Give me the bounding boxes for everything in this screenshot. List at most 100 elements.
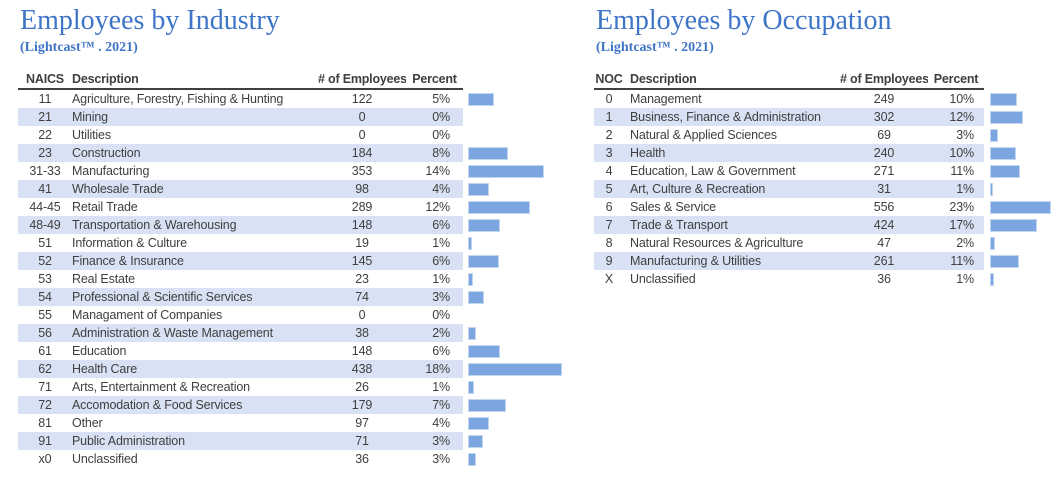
row-code: 51 (38, 236, 52, 250)
table-row: 91 Public Administration 71 3% (18, 432, 593, 450)
occupation-title: Employees by Occupation (596, 5, 892, 36)
table-row: 41 Wholesale Trade 98 4% (18, 180, 593, 198)
employees-bar (468, 164, 544, 178)
row-employees: 261 (840, 252, 928, 270)
occupation-panel: Employees by Occupation (Lightcast™ . 20… (594, 0, 1057, 288)
row-code: 44-45 (29, 200, 61, 214)
row-description: Utilities (72, 128, 111, 142)
employees-bar (468, 182, 489, 196)
employees-bar (990, 236, 996, 250)
row-description: Administration & Waste Management (72, 324, 318, 342)
row-bar-track (990, 126, 1057, 144)
row-bar-track (468, 306, 593, 324)
industry-table: NAICS Description # of Employees Percent… (18, 70, 593, 468)
row-employees: 71 (318, 432, 406, 450)
employees-bar (468, 290, 484, 304)
row-description: Agriculture, Forestry, Fishing & Hunting (72, 92, 284, 106)
employees-bar (468, 380, 474, 394)
table-row: 44-45 Retail Trade 289 12% (18, 198, 593, 216)
row-bar-track (468, 180, 593, 198)
employees-bar (990, 182, 994, 196)
row-code: 1 (594, 108, 624, 126)
row-code: 22 (38, 128, 52, 142)
row-code: 53 (38, 272, 52, 286)
row-percent: 14% (425, 164, 450, 178)
row-description: Art, Culture & Recreation (624, 180, 840, 198)
employees-bar (468, 344, 500, 358)
row-percent: 1% (928, 180, 984, 198)
row-description: Professional & Scientific Services (72, 288, 318, 306)
employees-bar (468, 272, 473, 286)
row-code: 71 (38, 380, 52, 394)
employees-bar (468, 92, 495, 106)
row-percent: 0% (432, 128, 450, 142)
row-employees: 98 (318, 180, 406, 198)
row-code: x0 (38, 452, 52, 466)
row-description: Finance & Insurance (72, 252, 318, 270)
row-bar-track (468, 396, 593, 414)
row-bar-track (468, 414, 593, 432)
row-employees: 74 (318, 288, 406, 306)
row-employees: 0 (358, 128, 366, 142)
row-bar-track (990, 90, 1057, 108)
employees-bar (468, 326, 477, 340)
row-description: Business, Finance & Administration (624, 108, 840, 126)
employees-bar (468, 362, 562, 376)
row-code: 2 (605, 128, 613, 142)
row-bar-track (468, 288, 593, 306)
employees-bar (990, 128, 998, 142)
row-bar-track (468, 270, 593, 288)
row-code: 0 (605, 92, 613, 106)
row-description: Other (72, 416, 103, 430)
table-body: 11 Agriculture, Forestry, Fishing & Hunt… (18, 90, 593, 468)
row-code: 8 (605, 236, 613, 250)
row-employees: 148 (318, 216, 406, 234)
row-description: Information & Culture (72, 236, 187, 250)
row-employees: 424 (840, 216, 928, 234)
row-description: Transportation & Warehousing (72, 216, 318, 234)
table-row: 31-33 Manufacturing 353 14% (18, 162, 593, 180)
row-description: Manufacturing & Utilities (624, 252, 840, 270)
table-row: 81 Other 97 4% (18, 414, 593, 432)
row-employees: 97 (355, 416, 369, 430)
row-percent: 1% (956, 272, 974, 286)
table-row: 11 Agriculture, Forestry, Fishing & Hunt… (18, 90, 593, 108)
row-description: Trade & Transport (624, 216, 840, 234)
row-code: X (604, 272, 614, 286)
header-employees: # of Employees (318, 72, 406, 86)
row-description: Sales & Service (630, 200, 716, 214)
employees-bar (468, 254, 500, 268)
row-description: Health (624, 144, 840, 162)
header-noc: NOC (595, 72, 623, 86)
row-bar-track (990, 180, 1057, 198)
row-employees: 0 (358, 308, 366, 322)
employees-bar (468, 398, 507, 412)
row-code: 81 (38, 416, 52, 430)
table-row: 72 Accomodation & Food Services 179 7% (18, 396, 593, 414)
row-description: Unclassified (630, 272, 696, 286)
employees-bar (990, 218, 1037, 232)
row-code: 72 (18, 396, 72, 414)
row-employees: 271 (873, 164, 895, 178)
row-percent: 10% (928, 144, 984, 162)
row-description: Real Estate (72, 272, 135, 286)
row-code: 61 (38, 344, 52, 358)
row-percent: 11% (950, 164, 974, 178)
table-row: X Unclassified 36 1% (594, 270, 1057, 288)
table-row: 51 Information & Culture 19 1% (18, 234, 593, 252)
row-bar-track (468, 162, 593, 180)
employees-bar (468, 218, 500, 232)
row-employees: 23 (355, 272, 369, 286)
row-code: 3 (594, 144, 624, 162)
row-code: 11 (38, 92, 52, 106)
row-percent: 1% (432, 272, 450, 286)
row-percent: 3% (956, 128, 974, 142)
row-employees: 0 (318, 108, 406, 126)
row-bar-track (468, 360, 593, 378)
row-percent: 7% (406, 396, 463, 414)
row-code: 21 (18, 108, 72, 126)
row-bar-track (468, 342, 593, 360)
industry-subtitle: (Lightcast™ . 2021) (20, 40, 138, 55)
table-row: 0 Management 249 10% (594, 90, 1057, 108)
row-code: 6 (605, 200, 613, 214)
